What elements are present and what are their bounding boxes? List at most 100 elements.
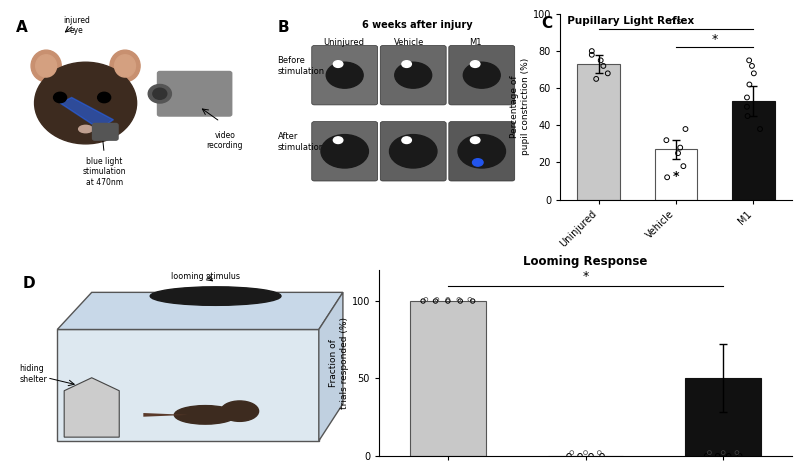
Circle shape <box>402 61 411 67</box>
Polygon shape <box>64 378 119 437</box>
Point <box>672 149 685 157</box>
Point <box>597 62 610 70</box>
Circle shape <box>394 62 432 88</box>
Point <box>590 75 602 83</box>
Bar <box>410 301 486 456</box>
FancyBboxPatch shape <box>380 122 446 181</box>
Circle shape <box>148 85 171 103</box>
Point <box>700 452 713 459</box>
Ellipse shape <box>150 287 281 306</box>
Circle shape <box>334 61 343 67</box>
Circle shape <box>321 134 369 168</box>
Point <box>679 125 692 133</box>
Point <box>602 70 614 77</box>
Text: hiding
shelter: hiding shelter <box>19 365 47 384</box>
Polygon shape <box>319 292 343 441</box>
Polygon shape <box>143 413 188 417</box>
Point <box>466 297 479 305</box>
Point <box>442 296 454 303</box>
Point <box>593 449 606 456</box>
Text: A: A <box>16 20 28 34</box>
Point <box>703 449 716 456</box>
FancyBboxPatch shape <box>449 46 514 105</box>
Text: video
recording: video recording <box>206 131 243 150</box>
Circle shape <box>458 134 506 168</box>
Ellipse shape <box>114 55 135 77</box>
Point <box>754 125 766 133</box>
Bar <box>686 379 761 456</box>
Circle shape <box>470 61 480 67</box>
Text: looming stimulus: looming stimulus <box>170 272 240 281</box>
Point <box>574 452 586 459</box>
Text: 6 weeks after injury: 6 weeks after injury <box>362 20 473 29</box>
Bar <box>732 101 774 199</box>
Point <box>562 452 575 459</box>
Point <box>429 297 442 305</box>
Ellipse shape <box>174 405 236 424</box>
Point <box>596 452 609 459</box>
Point <box>579 449 592 456</box>
Point <box>734 452 746 459</box>
Point <box>586 51 598 59</box>
Circle shape <box>221 401 258 421</box>
FancyBboxPatch shape <box>158 72 232 116</box>
Y-axis label: Fraction of
trials responded (%): Fraction of trials responded (%) <box>330 317 349 409</box>
Point <box>453 296 466 303</box>
Text: *: * <box>582 270 589 283</box>
Point <box>594 57 607 64</box>
Circle shape <box>470 137 480 144</box>
Point <box>585 452 598 459</box>
Point <box>661 173 674 181</box>
Point <box>741 94 754 101</box>
Circle shape <box>54 92 66 103</box>
Point <box>454 297 466 305</box>
Point <box>747 70 760 77</box>
Point <box>442 297 454 305</box>
Point <box>463 296 476 303</box>
Text: Uninjured: Uninjured <box>323 38 364 47</box>
Point <box>660 136 673 144</box>
Point <box>741 103 754 111</box>
Point <box>730 449 743 456</box>
Point <box>674 144 686 151</box>
Ellipse shape <box>78 125 93 133</box>
Point <box>717 449 730 456</box>
Point <box>746 62 758 70</box>
FancyBboxPatch shape <box>380 46 446 105</box>
Circle shape <box>334 137 343 144</box>
Point <box>741 113 754 120</box>
Point <box>722 452 735 459</box>
Text: Vehicle: Vehicle <box>394 38 425 47</box>
Point <box>677 162 690 170</box>
Circle shape <box>390 134 437 168</box>
Ellipse shape <box>31 50 62 82</box>
Title: Looming Response: Looming Response <box>523 254 648 267</box>
Text: *: * <box>673 170 679 183</box>
Circle shape <box>473 159 483 166</box>
Point <box>711 452 724 459</box>
FancyBboxPatch shape <box>312 46 378 105</box>
Point <box>430 296 443 303</box>
Text: After
stimulation: After stimulation <box>278 133 325 152</box>
Circle shape <box>34 62 137 144</box>
FancyBboxPatch shape <box>449 122 514 181</box>
Point <box>419 296 432 303</box>
Point <box>417 297 430 305</box>
Polygon shape <box>60 98 114 129</box>
Bar <box>578 64 620 199</box>
Text: *: * <box>711 33 718 46</box>
Text: injured
eye: injured eye <box>63 16 90 35</box>
Point <box>742 57 755 64</box>
Point <box>743 81 756 88</box>
Polygon shape <box>58 330 319 441</box>
FancyBboxPatch shape <box>93 124 118 140</box>
Point <box>566 449 578 456</box>
Text: B: B <box>278 20 289 34</box>
Text: Pupillary Light Reflex: Pupillary Light Reflex <box>560 16 694 27</box>
Ellipse shape <box>110 50 140 82</box>
Polygon shape <box>58 292 343 330</box>
Circle shape <box>326 62 363 88</box>
Circle shape <box>402 137 411 144</box>
Text: n.s.: n.s. <box>668 17 684 26</box>
Ellipse shape <box>36 55 57 77</box>
